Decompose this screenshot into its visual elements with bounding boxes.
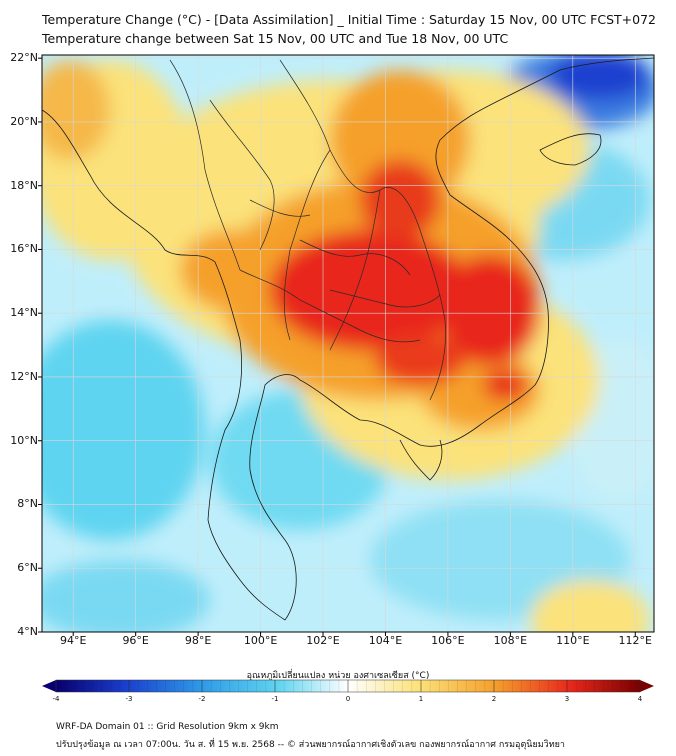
map-title: Temperature Change (°C) - [Data Assimila… <box>42 12 657 27</box>
footer-model-info: WRF-DA Domain 01 :: Grid Resolution 9km … <box>56 722 279 732</box>
colorbar-tick-label: -1 <box>271 695 279 703</box>
lat-label: 12°N <box>10 369 38 383</box>
lon-label: 98°E <box>184 634 212 647</box>
lon-label: 102°E <box>306 634 340 647</box>
graticule <box>42 55 654 632</box>
lon-label: 110°E <box>556 634 590 647</box>
colorbar-tick-label: 3 <box>564 695 570 703</box>
country-borders <box>169 59 446 401</box>
lon-label: 96°E <box>122 634 149 647</box>
lon-label: 100°E <box>243 634 278 647</box>
temperature-change-map <box>38 54 655 636</box>
axis-ticks <box>38 57 636 636</box>
colorbar-tick-label: 1 <box>418 695 424 703</box>
lat-label: 10°N <box>10 433 38 447</box>
lat-label: 6°N <box>17 561 38 575</box>
map-frame <box>41 54 655 633</box>
lat-label: 18°N <box>10 178 38 192</box>
lon-label: 104°E <box>368 634 403 647</box>
colorbar-tick-label: -2 <box>198 695 206 703</box>
temperature-field <box>42 55 654 632</box>
lon-label: 108°E <box>493 634 528 647</box>
lat-label: 16°N <box>10 242 38 256</box>
lat-label: 20°N <box>10 114 38 128</box>
colorbar-tick-label: 4 <box>637 695 643 703</box>
lat-label: 4°N <box>17 625 38 638</box>
colorbar-tick-label: -4 <box>52 695 60 703</box>
colorbar-label: อุณหภูมิเปลี่ยนแปลง หน่วย องศาเซลเซียส (… <box>246 671 430 681</box>
coastlines <box>42 57 654 621</box>
colorbar-tick-label: 2 <box>491 695 497 703</box>
lat-label: 8°N <box>17 497 38 511</box>
colorbar-tick-label: 0 <box>345 695 351 703</box>
footer-credit: ปรับปรุงข้อมูล ณ เวลา 07:00น. วัน ส. ที่… <box>56 740 565 750</box>
colorbar-tick-label: -3 <box>125 695 133 703</box>
lon-label: 106°E <box>431 634 465 647</box>
lon-label: 112°E <box>618 634 652 647</box>
lat-label: 14°N <box>10 306 38 320</box>
lon-label: 94°E <box>59 634 87 647</box>
lat-label: 22°N <box>10 51 38 65</box>
map-subtitle: Temperature change between Sat 15 Nov, 0… <box>42 31 509 46</box>
